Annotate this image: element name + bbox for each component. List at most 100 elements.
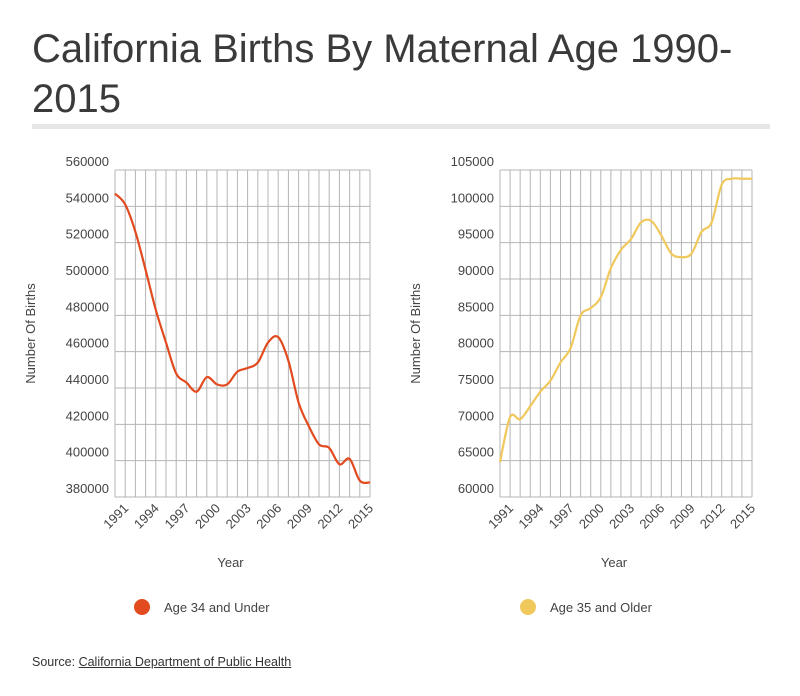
data-point [558,361,562,365]
data-point [133,230,137,234]
data-point [286,359,290,363]
y-tick-label: 520000 [66,227,109,242]
legend-label-age-35-older: Age 35 and Older [550,599,652,615]
title-divider [32,124,770,129]
data-point [609,266,613,270]
data-point [307,424,311,428]
x-tick-label: 2012 [697,501,728,532]
data-point [619,248,623,252]
y-tick-label: 85000 [458,299,494,314]
data-point [750,177,754,181]
source-line: Source: California Department of Public … [32,655,291,669]
y-tick-label: 60000 [458,481,494,496]
data-point [144,268,148,272]
legend-age-35-older: Age 35 and Older [520,599,652,615]
x-tick-label: 2003 [223,501,254,532]
data-point [579,313,583,317]
y-tick-label: 95000 [458,227,494,242]
data-point [327,446,331,450]
data-point [740,177,744,181]
x-tick-label: 1997 [161,501,192,532]
data-point [548,379,552,383]
y-tick-label: 70000 [458,408,494,423]
data-point [599,295,603,299]
x-tick-label: 2006 [253,501,284,532]
data-point [154,308,158,312]
data-point [368,480,372,484]
data-point [348,457,352,461]
x-tick-label: 2000 [576,501,607,532]
legend-swatch-age-35-older [520,599,536,615]
data-point [123,203,127,207]
data-point [720,183,724,187]
y-tick-label: 75000 [458,372,494,387]
x-axis-title: Year [601,555,628,570]
y-tick-label: 80000 [458,336,494,351]
source-label: Source: [32,655,76,669]
y-tick-label: 440000 [66,372,109,387]
x-tick-label: 2009 [667,501,698,532]
x-tick-label: 2012 [314,501,345,532]
y-tick-label: 90000 [458,263,494,278]
y-tick-label: 560000 [66,154,109,169]
data-point [297,401,301,405]
x-tick-label: 2009 [284,501,315,532]
x-tick-label: 2003 [606,501,637,532]
data-point [235,370,239,374]
x-tick-label: 2000 [192,501,223,532]
data-point [690,252,694,256]
x-tick-label: 2015 [345,501,376,532]
data-point [508,415,512,419]
data-point [195,390,199,394]
x-tick-label: 2006 [636,501,667,532]
x-tick-label: 2015 [727,501,758,532]
legend-swatch-age-34-under [134,599,150,615]
x-axis-title: Year [217,555,244,570]
source-link[interactable]: California Department of Public Health [78,655,292,669]
data-point [215,382,219,386]
data-point [337,462,341,466]
data-point [528,404,532,408]
data-point [174,371,178,375]
data-point [710,220,714,224]
x-tick-label: 1994 [131,501,162,532]
chart-age-35-older: 60000 65000 70000 75000 80000 85000 90000 95000… [408,154,758,570]
data-point [317,442,321,446]
data-point [669,252,673,256]
y-tick-label: 105000 [451,154,494,169]
x-tick-label: 1991 [100,501,131,532]
data-point [113,192,117,196]
data-point [164,341,168,345]
series-line [498,177,752,463]
y-tick-label: 65000 [458,445,494,460]
data-point [679,255,683,259]
chart-age-34-under: 380000 400000 420000 440000 460000 480000 5000… [23,154,376,570]
data-point [184,381,188,385]
legend-label-age-34-under: Age 34 and Under [164,599,270,615]
x-tick-label: 1997 [546,501,577,532]
data-point [639,220,643,224]
page-title: California Births By Maternal Age 1990-2… [32,27,733,121]
y-tick-label: 420000 [66,408,109,423]
x-tick-label: 1994 [515,501,546,532]
y-axis-title: Number Of Births [408,283,423,384]
y-tick-label: 480000 [66,299,109,314]
data-point [518,417,522,421]
data-point [730,177,734,181]
data-point [266,341,270,345]
y-tick-label: 100000 [451,190,494,205]
y-axis-title: Number Of Births [23,283,38,384]
data-point [246,366,250,370]
data-point [589,306,593,310]
data-point [225,382,229,386]
data-point [659,233,663,237]
data-point [629,237,633,241]
y-tick-label: 400000 [66,445,109,460]
data-point [256,361,260,365]
data-point [569,346,573,350]
y-tick-label: 540000 [66,190,109,205]
y-tick-label: 500000 [66,263,109,278]
data-point [700,230,704,234]
data-point [276,335,280,339]
x-tick-label: 1991 [485,501,516,532]
